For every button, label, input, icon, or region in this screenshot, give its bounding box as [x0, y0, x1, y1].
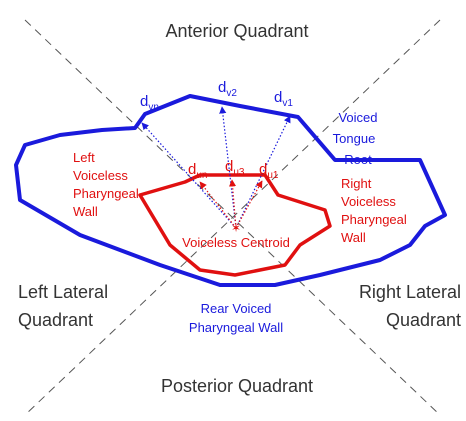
voiceless-label: Right [341, 176, 372, 191]
symbol: d [140, 93, 148, 110]
arrow [219, 106, 237, 229]
quadrant-label: Posterior Quadrant [161, 376, 313, 396]
distance-label: dun [188, 161, 207, 181]
symbol: d [218, 79, 226, 96]
voiceless-contour [138, 173, 332, 277]
symbol: d [259, 161, 267, 178]
voiceless-arrows [199, 179, 263, 229]
quadrant-label: Left Lateral [18, 282, 108, 302]
voiceless-label: Wall [341, 230, 366, 245]
centroid-mark: ✶ [231, 221, 241, 235]
subscript: vn [148, 102, 159, 113]
subscript: u3 [233, 167, 245, 178]
voiced-label: Pharyngeal Wall [189, 320, 283, 335]
voiceless-label: Wall [73, 204, 98, 219]
voiced-arrows [141, 106, 291, 229]
subscript: u1 [267, 170, 279, 181]
arrow [199, 181, 237, 229]
voiced-label: Voiced [338, 110, 377, 125]
subscript: un [196, 170, 207, 181]
subscript: v1 [282, 98, 293, 109]
voiceless-label: Voiceless [341, 194, 396, 209]
distance-label: du1 [259, 161, 279, 181]
arrow [228, 179, 237, 229]
quadrant-label: Quadrant [386, 310, 461, 330]
quadrant-label: Anterior Quadrant [165, 21, 308, 41]
voiced-label: Tongue [333, 131, 376, 146]
voiceless-label: Voiceless Centroid [182, 235, 290, 250]
distance-label: dv1 [274, 89, 293, 109]
arrow [141, 122, 237, 229]
divider [24, 19, 441, 416]
voiced-label: Rear Voiced [201, 301, 272, 316]
distance-label: dvn [140, 93, 159, 113]
voiceless-label: Pharyngeal [341, 212, 407, 227]
quadrant-label: Right Lateral [359, 282, 461, 302]
quadrant-label: Quadrant [18, 310, 93, 330]
voiceless-label: Pharyngeal [73, 186, 139, 201]
voiceless-label: Left [73, 150, 95, 165]
symbol: d [225, 158, 233, 175]
voiced-contour [14, 94, 447, 287]
subscript: v2 [226, 88, 237, 99]
quadrant-dividers [24, 19, 441, 416]
distance-label: dv2 [218, 79, 237, 99]
symbol: d [274, 89, 282, 106]
symbol: d [188, 161, 196, 178]
distance-label: du3 [225, 158, 245, 178]
voiced-label: Root [344, 152, 372, 167]
voiceless-label: Voiceless [73, 168, 128, 183]
